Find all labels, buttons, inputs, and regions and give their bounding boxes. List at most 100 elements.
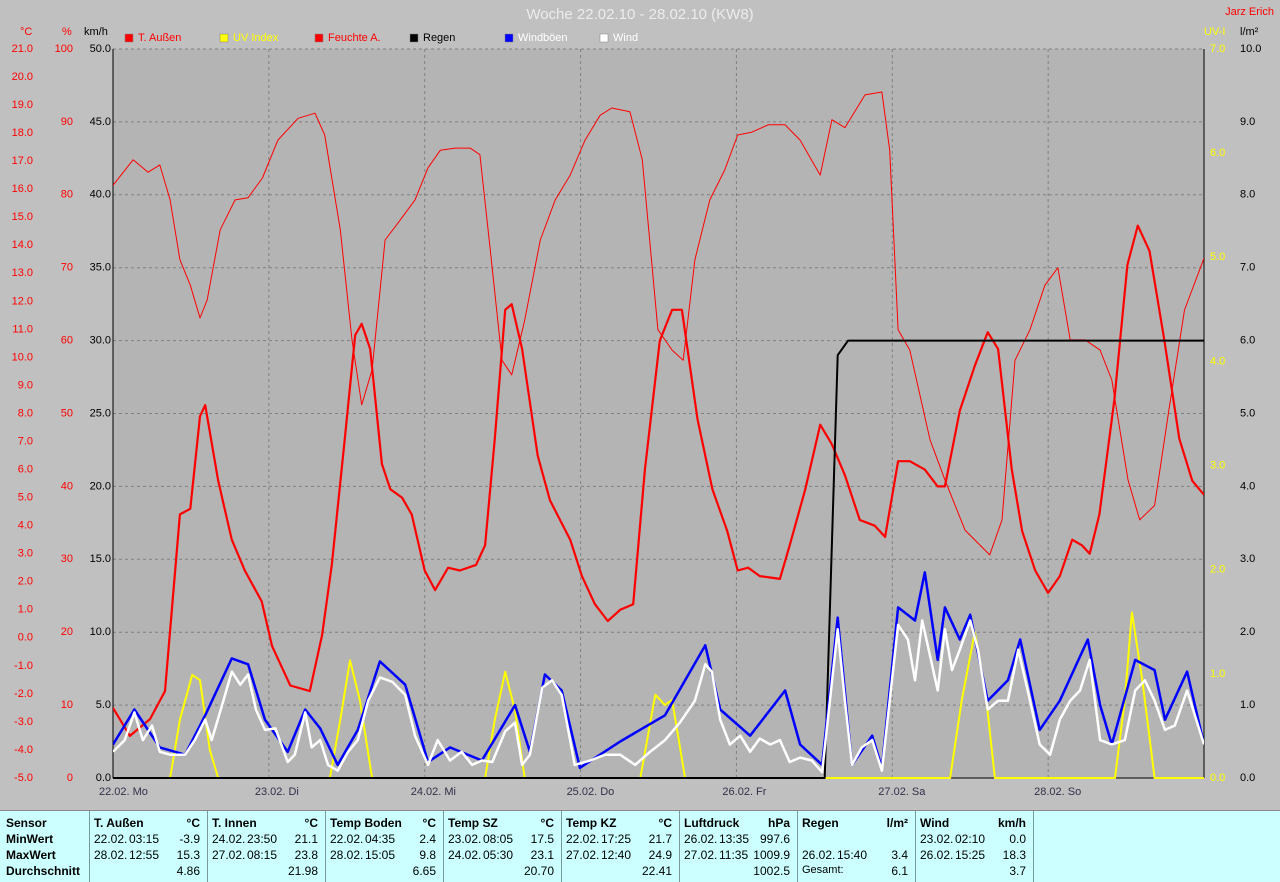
cell-value: 997.6 bbox=[759, 832, 790, 846]
legend-swatch bbox=[124, 33, 134, 43]
y-tick-label: 16.0 bbox=[12, 183, 33, 195]
y-tick-label: 0.0 bbox=[1240, 772, 1255, 784]
cell-time: 11:35 bbox=[719, 848, 749, 862]
series-line bbox=[113, 619, 1204, 774]
cell-date: 22.02. bbox=[566, 832, 600, 846]
axis-unit: % bbox=[62, 26, 72, 38]
x-tick-label: 24.02. Mi bbox=[411, 786, 456, 798]
column-separator bbox=[1033, 811, 1034, 882]
cell-value: 21.7 bbox=[648, 832, 672, 846]
cell-date: 24.02. bbox=[212, 832, 246, 846]
y-tick-label: 5.0 bbox=[18, 492, 33, 504]
axis-unit: UV-I bbox=[1204, 26, 1225, 38]
y-tick-label: 0.0 bbox=[1210, 772, 1225, 784]
y-tick-label: 6.0 bbox=[18, 463, 33, 475]
axis-unit: km/h bbox=[84, 26, 108, 38]
y-tick-label: 10 bbox=[61, 699, 73, 711]
cell-avg: 1002.5 bbox=[753, 864, 790, 878]
y-tick-label: 17.0 bbox=[12, 155, 33, 167]
cell-date: 28.02. bbox=[330, 848, 364, 862]
column-name: T. Außen bbox=[94, 816, 144, 830]
cell-date: 26.02. bbox=[684, 832, 718, 846]
series-line bbox=[113, 571, 1204, 770]
series-line bbox=[113, 339, 1204, 779]
row-label: MinWert bbox=[6, 832, 54, 846]
legend-label: Regen bbox=[423, 32, 455, 44]
x-tick-label: 25.02. Do bbox=[567, 786, 615, 798]
cell-value: 1009.9 bbox=[753, 848, 790, 862]
y-tick-label: 5.0 bbox=[1210, 251, 1225, 263]
y-tick-label: 15.0 bbox=[90, 553, 111, 565]
column-separator bbox=[443, 811, 444, 882]
cell-time: 05:30 bbox=[483, 848, 514, 862]
column-separator bbox=[89, 811, 90, 882]
cell-date: 24.02. bbox=[448, 848, 482, 862]
y-tick-label: 1.0 bbox=[18, 604, 33, 616]
cell-value: 15.3 bbox=[176, 848, 200, 862]
cell-value: 18.3 bbox=[1002, 848, 1026, 862]
y-tick-label: 7.0 bbox=[1240, 262, 1255, 274]
y-tick-label: 1.0 bbox=[1210, 668, 1225, 680]
column-separator bbox=[325, 811, 326, 882]
chart-title: Woche 22.02.10 - 28.02.10 (KW8) bbox=[526, 6, 753, 23]
legend-label: T. Außen bbox=[138, 32, 181, 44]
cell-value: 24.9 bbox=[648, 848, 672, 862]
cell-value: 0.0 bbox=[1009, 832, 1026, 846]
column-unit: °C bbox=[304, 816, 318, 830]
cell-avg: 6.1 bbox=[891, 864, 908, 878]
y-tick-label: 3.0 bbox=[1210, 459, 1225, 471]
column-name: Wind bbox=[920, 816, 950, 830]
y-tick-label: -3.0 bbox=[14, 716, 33, 728]
cell-avg: 6.65 bbox=[412, 864, 436, 878]
cell-date: 26.02. bbox=[920, 848, 954, 862]
y-tick-label: 60 bbox=[61, 335, 73, 347]
column-name: Luftdruck bbox=[684, 816, 740, 830]
column-name: Temp KZ bbox=[566, 816, 617, 830]
cell-time: 04:35 bbox=[365, 832, 396, 846]
cell-time: 08:15 bbox=[247, 848, 278, 862]
y-tick-label: 1.0 bbox=[1240, 699, 1255, 711]
cell-time: 03:15 bbox=[129, 832, 160, 846]
y-tick-label: 9.0 bbox=[18, 379, 33, 391]
column-unit: °C bbox=[540, 816, 554, 830]
y-tick-label: 40.0 bbox=[90, 189, 111, 201]
stats-table: Sensor MinWert MaxWert Durchschnitt T. Außen… bbox=[0, 810, 1280, 882]
y-tick-label: 0 bbox=[67, 772, 73, 784]
y-tick-label: 2.0 bbox=[18, 576, 33, 588]
cell-time: 12:40 bbox=[601, 848, 632, 862]
cell-avg: 22.41 bbox=[641, 864, 672, 878]
x-tick-label: 26.02. Fr bbox=[722, 786, 766, 798]
y-tick-label: 80 bbox=[61, 189, 73, 201]
y-tick-label: 9.0 bbox=[1240, 116, 1255, 128]
column-name: Regen bbox=[802, 816, 839, 830]
cell-time: 08:05 bbox=[483, 832, 514, 846]
y-tick-label: 11.0 bbox=[12, 323, 33, 335]
legend-swatch bbox=[409, 33, 419, 43]
column-separator bbox=[561, 811, 562, 882]
y-tick-label: -1.0 bbox=[14, 660, 33, 672]
y-tick-label: 7.0 bbox=[1210, 43, 1225, 55]
cell-date: 22.02. bbox=[94, 832, 128, 846]
row-label: MaxWert bbox=[6, 848, 56, 862]
cell-date: 23.02. bbox=[448, 832, 482, 846]
cell-time: 15:25 bbox=[955, 848, 986, 862]
legend-swatch bbox=[504, 33, 514, 43]
y-tick-label: 7.0 bbox=[18, 435, 33, 447]
y-tick-label: 4.0 bbox=[18, 520, 33, 532]
y-tick-label: 0.0 bbox=[96, 772, 111, 784]
cell-value: 2.4 bbox=[419, 832, 436, 846]
cell-value: 3.4 bbox=[891, 848, 908, 862]
y-tick-label: 5.0 bbox=[1240, 407, 1255, 419]
column-separator bbox=[207, 811, 208, 882]
y-tick-label: 4.0 bbox=[1210, 355, 1225, 367]
legend-label: Feuchte A. bbox=[328, 32, 381, 44]
series-line bbox=[113, 224, 1204, 738]
chart: Woche 22.02.10 - 28.02.10 (KW8) Jarz Eri… bbox=[12, 6, 1274, 798]
y-tick-label: 20 bbox=[61, 626, 73, 638]
legend-label: Wind bbox=[613, 32, 638, 44]
cell-time: 17:25 bbox=[601, 832, 632, 846]
y-tick-label: -2.0 bbox=[14, 688, 33, 700]
y-tick-label: 35.0 bbox=[90, 262, 111, 274]
cell-time: 15:05 bbox=[365, 848, 396, 862]
